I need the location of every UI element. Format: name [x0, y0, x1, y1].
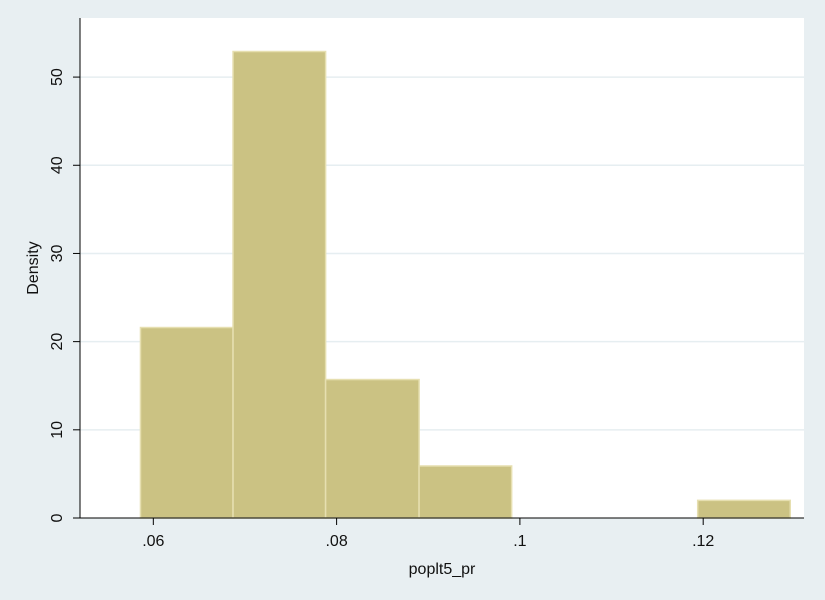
histogram-bar: [696, 499, 792, 519]
histogram-bar: [139, 326, 234, 519]
bars: [139, 50, 792, 519]
axes: [79, 18, 804, 519]
x-ticks: .06 .08 .1 .12: [142, 518, 714, 550]
x-axis-title: poplt5_pr: [409, 561, 476, 578]
y-tick-label: 40: [49, 156, 66, 174]
y-tick-label: 10: [49, 421, 66, 439]
y-axis-title: Density: [25, 241, 42, 294]
histogram-bar: [418, 465, 513, 519]
x-tick-label: .06: [142, 533, 164, 550]
y-tick-label: 50: [49, 68, 66, 86]
x-tick-label: .12: [692, 533, 714, 550]
histogram-bar: [324, 378, 420, 519]
x-tick-label: .1: [513, 533, 526, 550]
y-tick-label: 30: [49, 244, 66, 262]
histogram-bar: [232, 50, 327, 519]
x-tick-label: .08: [325, 533, 347, 550]
y-ticks: 0 10 20 30 40 50: [49, 68, 80, 522]
y-tick-label: 20: [49, 333, 66, 351]
y-tick-label: 0: [49, 513, 66, 522]
